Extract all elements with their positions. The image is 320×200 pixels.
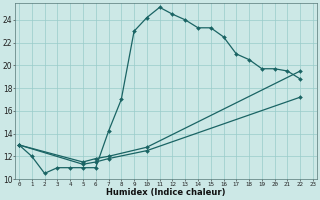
X-axis label: Humidex (Indice chaleur): Humidex (Indice chaleur) xyxy=(106,188,226,197)
